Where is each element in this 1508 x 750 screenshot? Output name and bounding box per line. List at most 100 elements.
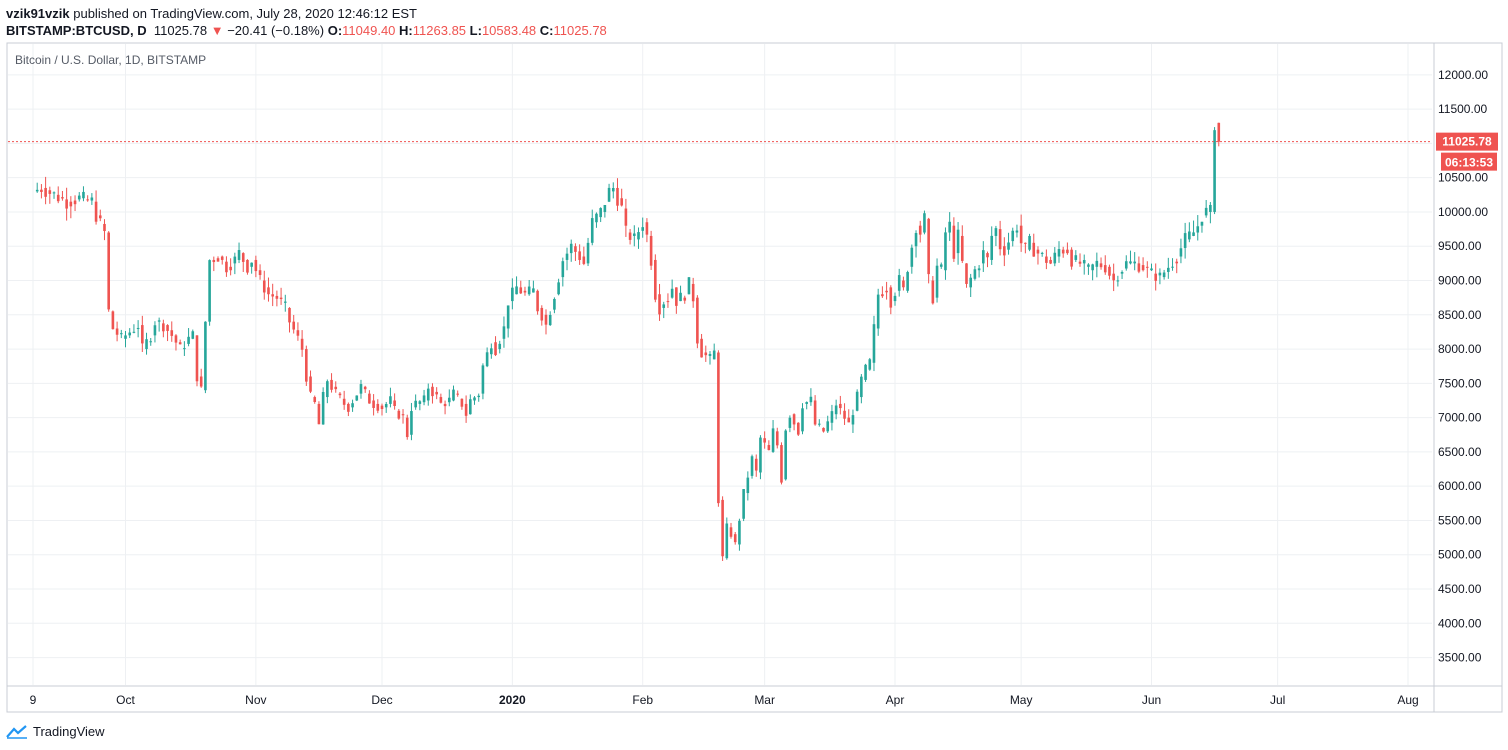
price-tick-label: 4000.00 xyxy=(1438,616,1482,630)
candle-body xyxy=(952,225,956,259)
candle-body xyxy=(271,294,274,297)
candle-body xyxy=(141,325,144,344)
candle-body xyxy=(649,235,653,266)
countdown-tag xyxy=(1441,152,1497,171)
footer-brand[interactable]: TradingView xyxy=(6,724,105,739)
candle-body xyxy=(216,258,220,262)
candle-body xyxy=(759,437,762,473)
candle-body xyxy=(77,195,81,200)
candle-body xyxy=(1129,261,1132,264)
candle-body xyxy=(1192,232,1195,236)
candle-body xyxy=(426,388,430,401)
candle-body xyxy=(839,403,842,409)
candle-body xyxy=(515,286,518,295)
candle-body xyxy=(1036,249,1040,254)
candle-body xyxy=(233,256,237,264)
price-tick-label: 5000.00 xyxy=(1438,548,1482,562)
time-tick-label: Oct xyxy=(116,693,135,707)
candle-body xyxy=(157,320,161,322)
candle-body xyxy=(128,332,132,336)
candle-body xyxy=(729,527,733,537)
candle-body xyxy=(990,235,994,260)
candle-body xyxy=(1112,273,1115,281)
candle-body xyxy=(473,397,476,401)
candle-body xyxy=(250,262,253,267)
candle-body xyxy=(868,359,872,370)
candle-body xyxy=(818,423,821,425)
price-tick-label: 12000.00 xyxy=(1438,68,1488,82)
candle-body xyxy=(801,408,804,432)
candle-body xyxy=(565,253,569,260)
price-axis[interactable]: 3500.00 4000.00 4500.00 5000.00 5500.00 6000.… xyxy=(1438,68,1488,665)
candle-body xyxy=(1070,249,1073,267)
candle-body xyxy=(754,458,758,471)
candle-body xyxy=(557,282,560,295)
candle-body xyxy=(477,395,481,398)
candle-body xyxy=(1074,255,1078,260)
candle-body xyxy=(469,399,472,415)
candle-body xyxy=(229,266,232,271)
candle-body xyxy=(658,294,661,315)
candle-body xyxy=(1217,122,1221,142)
candle-body xyxy=(1032,242,1036,257)
candle-body xyxy=(498,343,502,350)
candle-body xyxy=(1024,242,1027,244)
candle-body xyxy=(1066,249,1069,254)
time-axis[interactable]: 9 Oct Nov Dec 2020 Feb Mar Apr May Jun Jul Aug xyxy=(30,693,1419,707)
candle-body xyxy=(1183,233,1187,248)
candle-body xyxy=(330,379,333,390)
candle-body xyxy=(1045,256,1048,263)
down-arrow-icon: ▼ xyxy=(210,23,224,38)
candle-body xyxy=(523,290,527,293)
candle-body xyxy=(94,201,98,222)
candle-body xyxy=(691,283,695,302)
candle-body xyxy=(212,259,216,263)
price-chart[interactable]: 3500.00 4000.00 4500.00 5000.00 5500.00 6000.… xyxy=(0,0,1508,720)
candle-body xyxy=(855,391,859,411)
candle-body xyxy=(1011,230,1015,242)
candle-body xyxy=(1171,266,1174,268)
candle-body xyxy=(982,250,985,264)
candle-body xyxy=(683,297,687,301)
candle-body xyxy=(628,232,632,240)
candle-body xyxy=(914,233,918,247)
candle-body xyxy=(860,376,863,398)
candle-body xyxy=(1007,242,1010,250)
candle-body xyxy=(965,263,968,284)
candle-body xyxy=(1179,248,1183,257)
candle-body xyxy=(1150,268,1153,271)
candle-body xyxy=(700,338,703,358)
candle-body xyxy=(464,403,468,416)
candle-body xyxy=(418,401,422,404)
candle-body xyxy=(822,427,825,432)
time-tick-label: Jul xyxy=(1270,693,1285,707)
chart-frame xyxy=(6,42,1503,713)
candle-body xyxy=(944,232,947,271)
candle-body xyxy=(1141,265,1145,271)
candle-body xyxy=(1087,264,1090,267)
candle-body xyxy=(40,189,43,192)
candle-body xyxy=(805,402,809,404)
author-name[interactable]: vzik91vzik xyxy=(6,6,70,21)
candle-body xyxy=(410,411,413,435)
candle-body xyxy=(502,326,506,339)
candle-body xyxy=(65,199,68,209)
candle-body xyxy=(536,290,539,312)
candle-body xyxy=(1116,280,1120,282)
candle-body xyxy=(347,403,350,412)
time-tick-label: May xyxy=(1010,693,1033,707)
candle-body xyxy=(321,392,325,425)
candle-body xyxy=(48,190,52,194)
candle-body xyxy=(485,352,489,367)
candle-body xyxy=(788,417,792,428)
candle-body xyxy=(447,397,451,403)
candle-body xyxy=(826,421,830,432)
candle-body xyxy=(443,403,447,407)
candle-body xyxy=(586,242,590,264)
candle-body xyxy=(998,229,1002,250)
time-tick-label: Apr xyxy=(886,693,905,707)
candle-body xyxy=(906,272,909,291)
publish-info: vzik91vzik published on TradingView.com,… xyxy=(6,6,417,21)
candle-body xyxy=(578,251,581,260)
time-tick-label: Aug xyxy=(1397,693,1418,707)
